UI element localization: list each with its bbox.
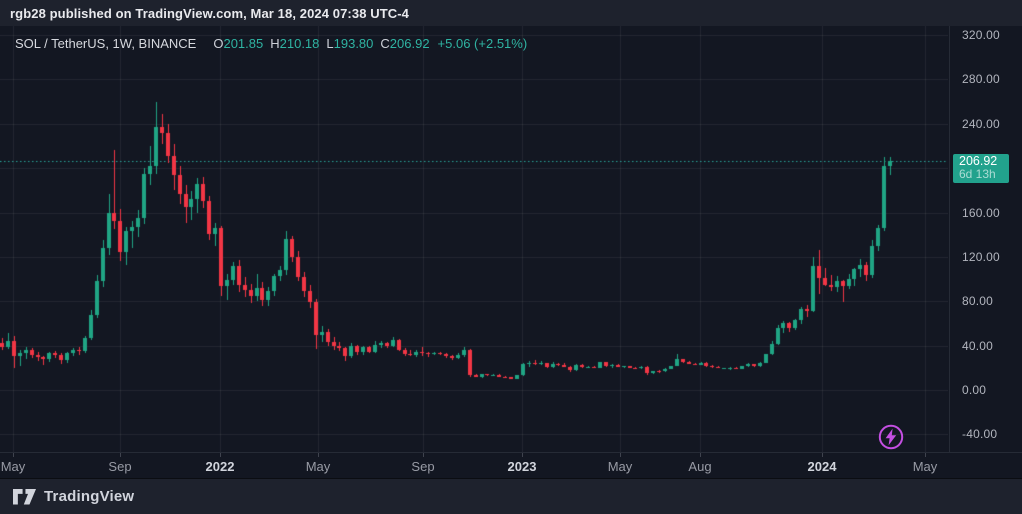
price-axis-label: 120.00 [962, 249, 1000, 264]
time-axis-year-label: 2023 [507, 459, 537, 474]
time-axis-tickmark [13, 453, 14, 457]
time-axis-tickmark [120, 453, 121, 457]
close-label: C [380, 36, 390, 51]
time-axis-month-label: Aug [688, 459, 712, 474]
brand-bar: TradingView [0, 478, 1022, 514]
time-axis-tickmark [220, 453, 221, 457]
candlestick-canvas[interactable] [0, 26, 948, 452]
bar-countdown: 6d 13h [959, 167, 996, 181]
time-axis-year-label: 2022 [205, 459, 235, 474]
time-axis-month-label: Sep [411, 459, 435, 474]
price-axis-label: 320.00 [962, 28, 1000, 43]
low-value: 193.80 [333, 36, 374, 51]
tradingview-logo-icon[interactable] [13, 488, 36, 505]
symbol-title[interactable]: SOL / TetherUS, 1W, BINANCE [15, 36, 197, 51]
price-axis-label: 0.00 [962, 383, 987, 397]
high-value: 210.18 [279, 36, 320, 51]
time-axis-month-label: May [305, 459, 331, 474]
price-axis-label: 280.00 [962, 72, 1000, 87]
price-axis-label: -40.00 [962, 427, 998, 442]
open-value: 201.85 [223, 36, 264, 51]
price-axis-label: 40.00 [962, 338, 994, 353]
price-axis-label: 80.00 [962, 294, 994, 309]
time-axis-tickmark [700, 453, 701, 457]
publication-bar: rgb28 published on TradingView.com, Mar … [0, 0, 1022, 26]
price-axis-label: 160.00 [962, 205, 1000, 220]
brand-wordmark[interactable]: TradingView [44, 488, 135, 505]
time-axis-year-label: 2024 [807, 459, 837, 474]
chart-plot-area[interactable] [0, 26, 948, 452]
time-axis-month-label: Sep [108, 459, 132, 474]
time-axis-tickmark [620, 453, 621, 457]
price-axis-label: 240.00 [962, 116, 1000, 131]
time-axis-tickmark [423, 453, 424, 457]
time-axis-month-label: May [912, 459, 938, 474]
time-axis-tickmark [522, 453, 523, 457]
change-value: +5.06 (+2.51%) [437, 36, 528, 51]
low-label: L [326, 36, 334, 51]
price-axis[interactable]: 320.00 280.00 240.00 160.00 120.00 80.00 40.00… [949, 26, 1022, 452]
publication-text: rgb28 published on TradingView.com, Mar … [10, 5, 410, 21]
time-axis-tickmark [925, 453, 926, 457]
time-axis-tickmark [318, 453, 319, 457]
time-axis-tickmark [822, 453, 823, 457]
lightning-bolt-icon[interactable] [877, 423, 905, 451]
time-axis[interactable]: May Sep 2022 May Sep 2023 May Aug 2024 May [0, 452, 1022, 478]
high-label: H [270, 36, 280, 51]
last-price-value: 206.92 [959, 154, 998, 168]
open-label: O [213, 36, 224, 51]
close-value: 206.92 [389, 36, 430, 51]
time-axis-month-label: May [607, 459, 633, 474]
last-price-label: 206.92 6d 13h [953, 154, 1009, 183]
time-axis-month-label: May [0, 459, 26, 474]
symbol-legend[interactable]: SOL / TetherUS, 1W, BINANCE O201.85 H210.1… [15, 36, 527, 51]
